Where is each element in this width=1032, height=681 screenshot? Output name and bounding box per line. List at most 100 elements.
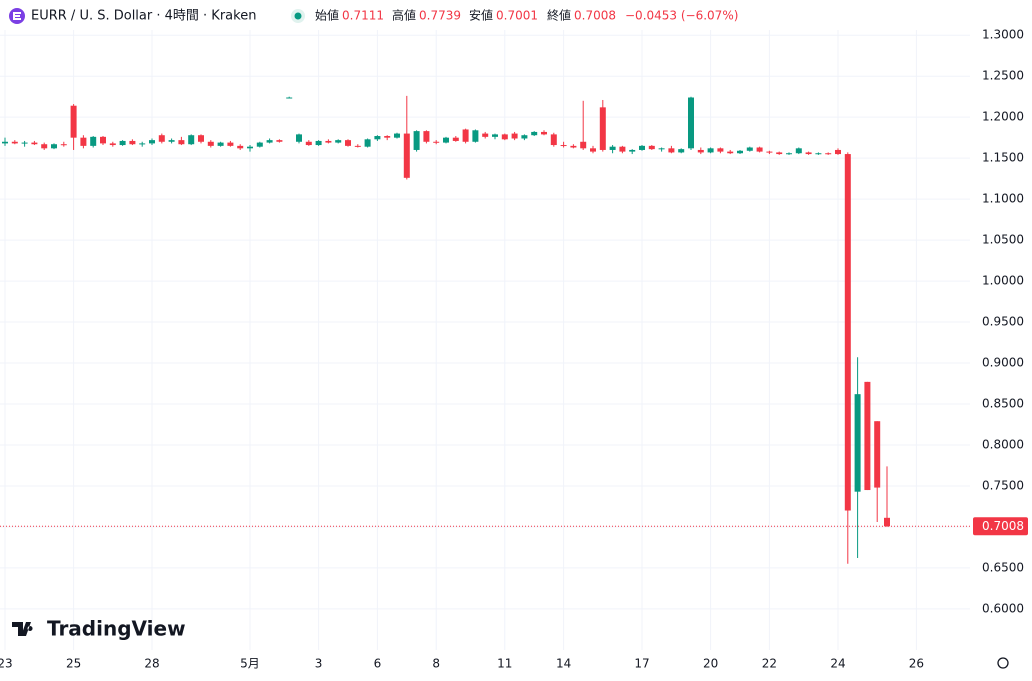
candle-body — [305, 141, 312, 146]
candle-body — [433, 141, 440, 143]
open-label: 始値 — [315, 8, 339, 23]
candle-body — [217, 142, 224, 146]
candle-body — [697, 149, 704, 153]
candle-body — [139, 143, 146, 145]
y-tick-label: 0.7500 — [982, 478, 1024, 492]
y-tick-label: 1.0000 — [982, 274, 1024, 288]
change-value: −0.0453 (−6.07%) — [625, 9, 738, 23]
candle-body — [256, 142, 263, 147]
y-tick-label: 0.9000 — [982, 356, 1024, 370]
high-value: 0.7739 — [419, 9, 461, 23]
candle-body — [90, 136, 97, 146]
candle-body — [874, 421, 881, 488]
candle-body — [825, 153, 832, 155]
candle-body — [668, 148, 675, 153]
x-tick-label: 25 — [66, 657, 81, 671]
y-tick-label: 0.6000 — [982, 601, 1024, 615]
candle-body — [158, 135, 165, 142]
candle-body — [629, 149, 636, 152]
candle-body — [198, 135, 204, 142]
x-tick-label: 17 — [634, 657, 649, 671]
candle-body — [795, 148, 802, 154]
candle-body — [776, 152, 783, 155]
candle-body — [639, 145, 645, 150]
candle-body — [599, 107, 606, 150]
x-tick-label: 22 — [762, 657, 777, 671]
candle-body — [423, 131, 430, 142]
candle-body — [492, 134, 498, 137]
candle-body — [864, 381, 871, 491]
y-tick-label: 0.8500 — [982, 396, 1024, 410]
candle-body — [31, 142, 38, 145]
settings-button[interactable] — [997, 657, 1009, 669]
candle-body — [345, 140, 351, 146]
candle-body — [188, 135, 195, 145]
candle-body — [11, 141, 18, 144]
candle-body — [325, 140, 332, 143]
candle-body — [756, 147, 763, 152]
candle-body — [521, 135, 528, 139]
candle-body — [786, 153, 792, 155]
low-value: 0.7001 — [496, 9, 538, 23]
candle-body — [70, 105, 77, 138]
candle-body — [276, 140, 283, 142]
candle-body — [247, 146, 253, 149]
candle-body — [717, 148, 724, 152]
candle-body — [296, 134, 302, 142]
candle-body — [394, 133, 400, 138]
candle-body — [109, 143, 116, 146]
candle-body — [462, 129, 469, 142]
candle-body — [884, 517, 890, 527]
y-tick-label: 1.1000 — [982, 192, 1024, 206]
y-tick-label: 0.8000 — [982, 437, 1024, 451]
watermark: TradingView — [47, 617, 186, 641]
candle-body — [648, 145, 655, 150]
candle-body — [315, 140, 322, 146]
candle-body — [119, 140, 126, 146]
candle-body — [805, 152, 812, 155]
candle-body — [374, 136, 381, 140]
candle-body — [531, 131, 538, 136]
candle-body — [550, 134, 557, 146]
candle-body — [511, 133, 518, 139]
status-dot — [294, 12, 302, 20]
y-tick-label: 1.0500 — [982, 233, 1024, 247]
candle-body — [658, 148, 665, 150]
candle-body — [100, 136, 106, 144]
candle-body — [354, 145, 361, 147]
symbol-title[interactable]: EURR / U. S. Dollar · 4時間 · Kraken — [31, 9, 256, 24]
candle-body — [168, 140, 175, 142]
candle-body — [678, 149, 685, 153]
candle-body — [21, 142, 28, 144]
candle-body — [237, 145, 244, 149]
candle-body — [149, 140, 155, 144]
candle-body — [560, 145, 567, 147]
candle-body — [129, 140, 136, 145]
candle-body — [60, 144, 67, 146]
candle-body — [335, 140, 342, 143]
candle-body — [80, 137, 87, 146]
candle-body — [737, 150, 743, 154]
x-tick-label: 24 — [830, 657, 845, 671]
candle-body — [364, 139, 371, 147]
x-tick-label: 23 — [0, 657, 13, 671]
candle-body — [580, 141, 587, 149]
x-tick-label: 6 — [374, 657, 382, 671]
watermark-logo — [12, 622, 33, 636]
candle-body — [619, 146, 626, 152]
close-label: 終値 — [547, 8, 571, 23]
x-tick-label: 20 — [703, 657, 718, 671]
x-tick-label: 26 — [909, 657, 924, 671]
candle-body — [746, 147, 753, 151]
candle-body — [472, 130, 479, 142]
candle-body — [227, 142, 234, 146]
candle-body — [403, 133, 410, 178]
x-tick-label: 11 — [497, 657, 512, 671]
candle-body — [286, 97, 293, 99]
x-tick-label: 3 — [315, 657, 323, 671]
candle-body — [452, 137, 459, 141]
candle-body — [541, 131, 547, 135]
low-label: 安値 — [469, 8, 493, 23]
